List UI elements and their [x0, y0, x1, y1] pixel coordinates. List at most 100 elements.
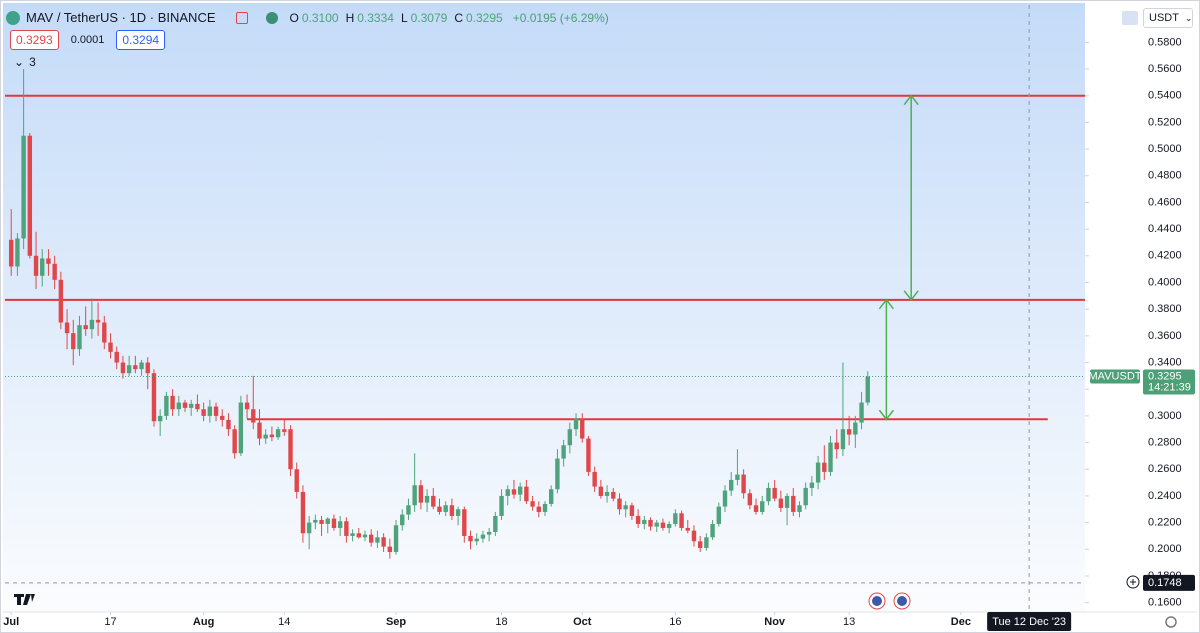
y-tick-label: 0.5000 — [1148, 143, 1182, 155]
candle-body — [797, 505, 802, 512]
candle-body — [27, 135, 33, 256]
candle-body — [611, 491, 616, 499]
candle-body — [251, 409, 256, 423]
y-tick-label: 0.4800 — [1148, 170, 1182, 182]
y-tick-label: 0.3800 — [1148, 303, 1182, 315]
ohlc-key: O — [289, 10, 299, 25]
plus-icon[interactable] — [1126, 575, 1140, 589]
y-tick-label: 0.4400 — [1148, 223, 1182, 235]
candle-body — [95, 319, 101, 323]
x-tick-label: Dec — [951, 616, 971, 628]
candle-body — [400, 514, 405, 526]
y-tick-label: 0.2200 — [1148, 517, 1182, 529]
candle-body — [704, 537, 709, 548]
candle-body — [735, 474, 740, 480]
candle-body — [549, 489, 554, 504]
tv-logo[interactable] — [14, 594, 35, 605]
candle-body — [474, 538, 479, 542]
candle-body — [697, 541, 703, 548]
chevron: ⌄ — [14, 55, 25, 69]
candle-body — [555, 458, 560, 490]
candle-body — [195, 403, 200, 410]
indicators-count: 3 — [29, 55, 36, 69]
candle-body — [834, 442, 839, 450]
x-tick-label: Jul — [3, 616, 19, 628]
candle-body — [617, 498, 622, 510]
y-tick-label: 0.4200 — [1148, 250, 1182, 262]
candle-body — [133, 365, 138, 370]
candle-body — [437, 506, 442, 512]
candle-body — [226, 419, 231, 430]
candle-body — [815, 462, 821, 483]
candle-body — [840, 429, 846, 450]
candle-body — [486, 531, 492, 535]
candle-body — [809, 482, 815, 488]
last-price-label: 0.3295 — [1148, 370, 1182, 382]
candle-body — [89, 319, 95, 330]
candle-body — [207, 406, 213, 416]
candle-body — [157, 415, 163, 422]
candle-body — [741, 474, 746, 494]
candle-body — [46, 258, 51, 264]
candle-body — [511, 489, 517, 495]
indicators-toggle[interactable]: ⌄ 3 — [14, 55, 36, 69]
candle-body — [586, 438, 591, 472]
candle-body — [542, 503, 548, 512]
candle-body — [325, 518, 330, 524]
candle-body — [220, 415, 225, 420]
candle-body — [232, 429, 237, 454]
ohlc-key: C — [454, 10, 463, 25]
candle-body — [331, 518, 337, 528]
y-tick-label: 0.1600 — [1148, 597, 1182, 609]
candle-body — [642, 519, 647, 524]
y-tick-label: 0.5600 — [1148, 63, 1182, 75]
candle-body — [536, 506, 541, 512]
candle-body — [182, 402, 188, 408]
settings-icon[interactable] — [1165, 616, 1177, 628]
candle-body — [375, 537, 380, 543]
candle-body — [480, 534, 486, 539]
candle-body — [387, 546, 393, 552]
plus-icon-cross — [1130, 579, 1136, 585]
arrow-head — [878, 298, 894, 310]
candle-body — [406, 505, 411, 515]
candle-body — [673, 513, 678, 524]
x-tick-label: Aug — [193, 616, 214, 628]
candle-body — [691, 530, 697, 542]
candle-body — [356, 533, 361, 538]
currency-dropdown[interactable]: USDT ⌄ — [1143, 8, 1193, 28]
symbol-label-box — [1090, 369, 1140, 384]
candle-body — [635, 515, 641, 524]
ask[interactable]: 0.3294 — [116, 30, 166, 50]
toolbar-icon[interactable] — [1122, 11, 1138, 25]
x-tick-label: Nov — [764, 616, 786, 628]
candle-body — [15, 238, 20, 267]
flag-icon[interactable] — [235, 11, 248, 24]
crosshair-price-box — [1143, 574, 1195, 591]
candle-body — [791, 495, 796, 512]
candle-body — [778, 498, 784, 508]
candle-body — [604, 491, 610, 496]
candle-body — [257, 422, 262, 439]
candle-body — [660, 522, 666, 528]
candle-body — [666, 523, 672, 528]
candle-body — [468, 535, 473, 542]
bid[interactable]: 0.3293 — [10, 30, 59, 50]
last-price-box — [1143, 369, 1195, 395]
candle-body — [629, 505, 635, 516]
symbol-label: MAVUSDT — [1089, 370, 1142, 382]
price-axis — [1085, 3, 1197, 612]
candle-body — [679, 513, 684, 528]
candle-body — [753, 505, 759, 512]
candle-body — [139, 362, 144, 370]
candle-body — [64, 322, 70, 334]
candle-body — [294, 469, 299, 492]
candle-body — [859, 402, 864, 423]
candle-body — [238, 402, 244, 454]
candle-body — [288, 429, 293, 470]
plot-background — [3, 3, 1085, 612]
ohlc-key: L — [400, 10, 408, 25]
candle-body — [766, 487, 771, 502]
